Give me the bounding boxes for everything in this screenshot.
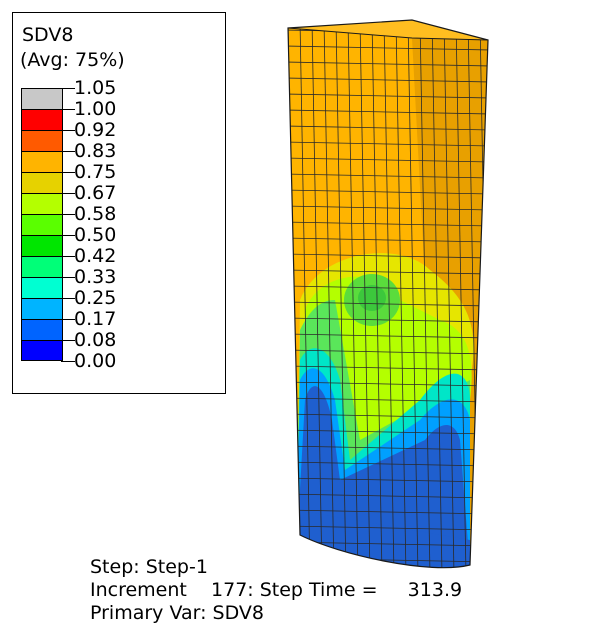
legend-tick-label: 0.08 (74, 329, 117, 351)
mesh-line (288, 381, 488, 387)
mesh-line (288, 525, 488, 531)
mesh-line (288, 317, 488, 323)
legend-tick (61, 214, 75, 215)
legend-swatch (22, 319, 62, 340)
legend-tick-label: 0.33 (74, 266, 117, 288)
legend-tick (61, 172, 75, 173)
legend-tick (61, 193, 75, 194)
legend-tick-label: 0.17 (74, 308, 117, 330)
legend-tick (61, 256, 75, 257)
legend-tick-label: 0.92 (74, 119, 117, 141)
mesh-line (288, 301, 488, 307)
mesh-line (288, 477, 488, 483)
legend-tick (61, 298, 75, 299)
mesh-line (371, 28, 383, 568)
mesh-line (288, 237, 488, 243)
legend-tick-label: 0.50 (74, 224, 117, 246)
legend-tick-label: 0.67 (74, 182, 117, 204)
legend-swatch (22, 172, 62, 193)
legend-title: SDV8 (22, 24, 74, 46)
mesh-line (335, 28, 347, 568)
increment-label: Increment 177: Step Time = 313.9 (90, 579, 463, 601)
legend-swatch (22, 193, 62, 214)
legend-tick (61, 319, 75, 320)
mesh-line (288, 269, 488, 275)
legend-swatch (22, 340, 62, 361)
mesh-line (288, 429, 488, 435)
mesh-line (288, 205, 488, 211)
mesh-line (323, 28, 335, 568)
mesh-line (455, 28, 467, 568)
legend-tick-label: 0.58 (74, 203, 117, 225)
primary-var-label: Primary Var: SDV8 (90, 602, 264, 624)
mesh-line (288, 461, 488, 467)
legend-tick (61, 151, 75, 152)
legend-swatch (22, 130, 62, 151)
mesh-line (443, 28, 455, 568)
mesh-line (288, 445, 488, 451)
mesh-line (383, 28, 395, 568)
mesh-line (288, 493, 488, 499)
model-outline (287, 19, 489, 569)
mesh-line (288, 541, 488, 547)
legend-subtitle: (Avg: 75%) (20, 49, 125, 71)
mesh-line (288, 93, 488, 99)
legend-swatch (22, 298, 62, 319)
mesh-line (288, 221, 488, 227)
legend-tick-label: 0.25 (74, 287, 117, 309)
legend-tick (61, 88, 75, 89)
legend-swatch (22, 214, 62, 235)
legend-tick (61, 340, 75, 341)
mesh-line (288, 365, 488, 371)
mesh-line (431, 28, 443, 568)
mesh-line (311, 28, 323, 568)
model-edge (287, 27, 489, 41)
legend-swatch (22, 88, 62, 109)
legend-tick (61, 109, 75, 110)
mesh-line (288, 173, 488, 179)
mesh-line (288, 397, 488, 403)
legend-tick (61, 361, 75, 362)
legend-tick-label: 0.75 (74, 161, 117, 183)
legend-tick-label: 1.00 (74, 98, 117, 120)
legend-color-scale (21, 88, 63, 361)
legend-tick (61, 277, 75, 278)
contour-dark-green-blob (358, 285, 386, 311)
mesh-line (288, 333, 488, 339)
step-label: Step: Step-1 (90, 556, 208, 578)
legend-tick (61, 130, 75, 131)
legend-swatch (22, 277, 62, 298)
mesh-line (288, 157, 488, 163)
legend-swatch (22, 109, 62, 130)
mesh-line (288, 45, 488, 51)
mesh-line (288, 253, 488, 259)
mesh-line (288, 141, 488, 147)
legend-tick-label: 0.42 (74, 245, 117, 267)
mesh-line (347, 28, 359, 568)
legend-swatch (22, 151, 62, 172)
mesh-line (288, 125, 488, 131)
legend-tick (61, 235, 75, 236)
mesh-line (288, 189, 488, 195)
mesh-line (285, 574, 490, 578)
legend-swatch (22, 235, 62, 256)
mesh-line (288, 285, 488, 291)
legend-swatch (22, 256, 62, 277)
mesh-line (288, 109, 488, 115)
mesh-line (288, 61, 488, 67)
mesh-line (359, 28, 371, 568)
mesh-line (299, 28, 311, 568)
mesh-line (288, 349, 488, 355)
legend-tick-label: 0.00 (74, 350, 117, 372)
legend-tick-label: 1.05 (74, 77, 117, 99)
mesh-line (288, 77, 488, 83)
legend-tick-label: 0.83 (74, 140, 117, 162)
mesh-line (288, 509, 488, 515)
mesh-line (288, 413, 488, 419)
